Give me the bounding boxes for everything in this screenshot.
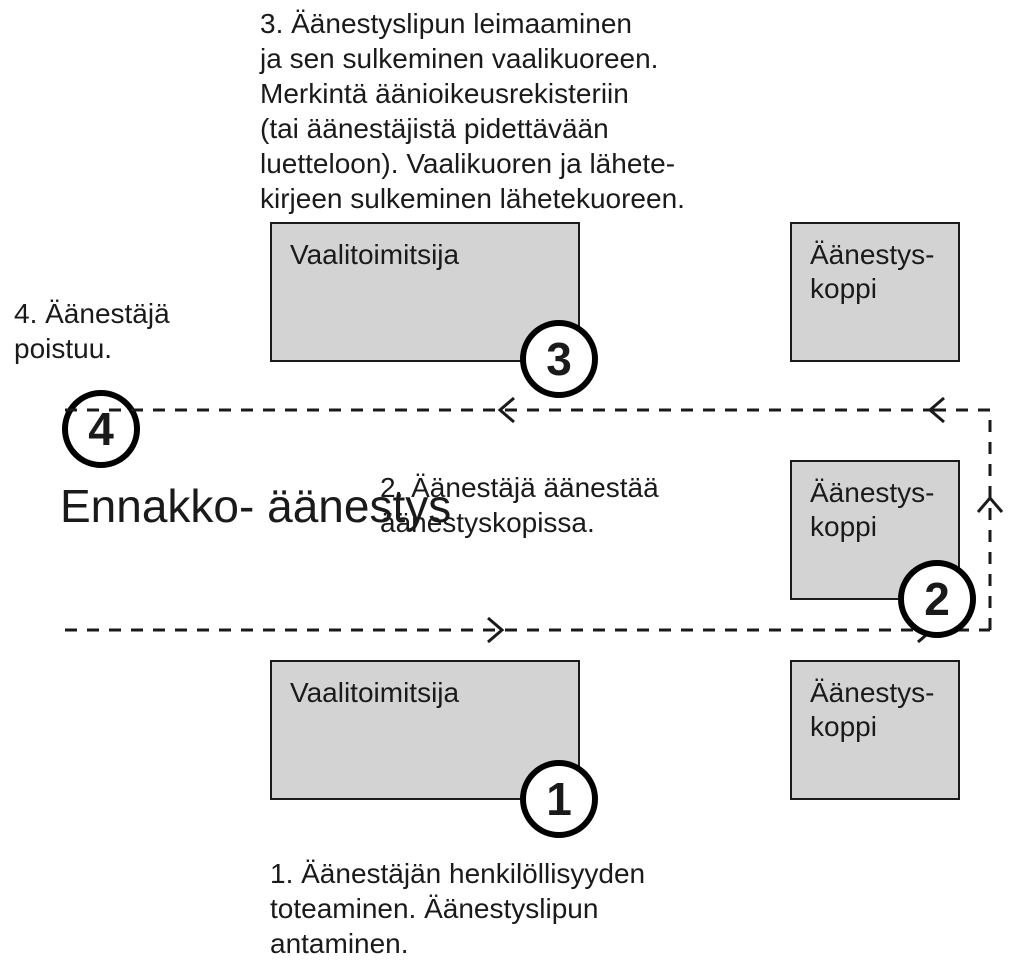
circle-4-label: 4 — [88, 402, 114, 456]
step-1-text: 1. Äänestäjän henkilöllisyyden toteamine… — [270, 856, 645, 961]
circle-2: 2 — [898, 560, 976, 638]
circle-2-label: 2 — [924, 572, 950, 626]
circle-1-label: 1 — [546, 772, 572, 826]
box-official-bottom-label: Vaalitoimitsija — [290, 677, 459, 708]
arrowhead-top-right — [930, 398, 944, 422]
box-official-top-label: Vaalitoimitsija — [290, 239, 459, 270]
box-booth-top-label: Äänestys- koppi — [810, 239, 935, 304]
circle-3-label: 3 — [546, 332, 572, 386]
arrowhead-bottom-mid — [488, 618, 502, 642]
arrowhead-right-up — [978, 498, 1002, 512]
box-booth-top: Äänestys- koppi — [790, 222, 960, 362]
circle-1: 1 — [520, 760, 598, 838]
box-booth-bottom: Äänestys- koppi — [790, 660, 960, 800]
step-4-text: 4. Äänestäjä poistuu. — [14, 296, 170, 366]
step-3-text: 3. Äänestyslipun leimaaminen ja sen sulk… — [260, 6, 685, 216]
diagram-canvas: 3. Äänestyslipun leimaaminen ja sen sulk… — [0, 0, 1024, 969]
diagram-title: Ennakko- äänestys — [60, 480, 451, 533]
box-booth-bottom-label: Äänestys- koppi — [810, 677, 935, 742]
box-booth-mid-label: Äänestys- koppi — [810, 477, 935, 542]
arrowhead-top-mid — [500, 398, 514, 422]
circle-4: 4 — [62, 390, 140, 468]
circle-3: 3 — [520, 320, 598, 398]
